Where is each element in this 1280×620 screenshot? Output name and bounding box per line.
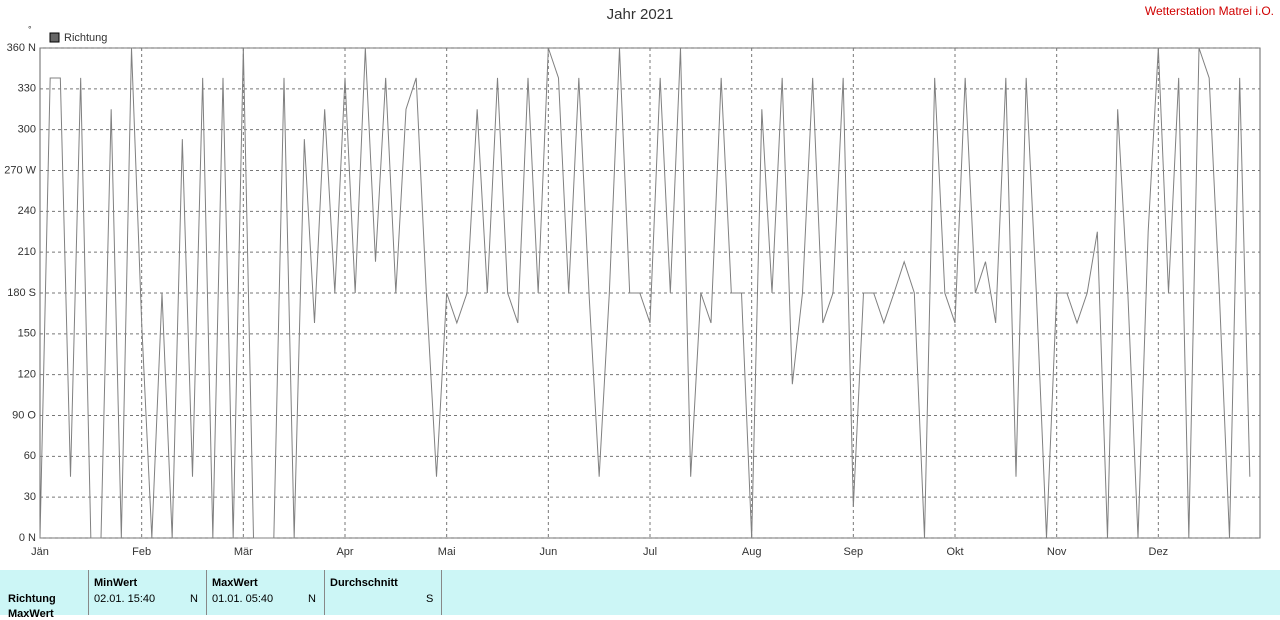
cell: 01.01. 05:40 (212, 593, 274, 605)
cell: N (190, 593, 198, 605)
x-tick-label: Aug (742, 546, 762, 558)
row-label: MaxWert (8, 608, 54, 620)
y-tick-label: 360 N (7, 42, 36, 54)
cell: N (308, 593, 316, 605)
separator (206, 570, 207, 615)
separator (441, 570, 442, 615)
y-tick-label: 60 (24, 450, 36, 462)
station-name: Wetterstation Matrei i.O. (1145, 4, 1274, 18)
chart-title: Jahr 2021 (607, 6, 674, 23)
y-tick-label: 90 O (12, 409, 36, 421)
y-tick-label: 210 (18, 246, 36, 258)
separator (88, 570, 89, 615)
cell: 02.01. 15:40 (94, 593, 156, 605)
chart: Jahr 2021 Wetterstation Matrei i.O. ° Ri… (4, 4, 1274, 558)
y-tick-label: 330 (18, 83, 36, 95)
legend-label: Richtung (64, 32, 107, 44)
separator (324, 570, 325, 615)
col-header: MaxWert (212, 577, 258, 589)
data-line (39, 47, 1251, 539)
x-tick-label: Apr (336, 546, 353, 558)
y-tick-label: 150 (18, 328, 36, 340)
stats-table: Richtung MaxWert MinWert 02.01. 15:40 N … (0, 570, 1280, 620)
x-tick-label: Feb (132, 546, 151, 558)
col-header: MinWert (94, 577, 138, 589)
x-tick-label: Dez (1149, 546, 1169, 558)
y-tick-label: 30 (24, 491, 36, 503)
x-tick-label: Jul (643, 546, 657, 558)
y-tick-label: 0 N (19, 532, 36, 544)
x-tick-label: Nov (1047, 546, 1067, 558)
cell: S (426, 593, 434, 605)
x-tick-label: Okt (946, 546, 963, 558)
y-tick-label: 240 (18, 205, 36, 217)
y-tick-label: 120 (18, 369, 36, 381)
x-tick-label: Jän (31, 546, 49, 558)
x-tick-label: Mai (438, 546, 456, 558)
legend-swatch (49, 32, 60, 43)
x-tick-label: Sep (844, 546, 864, 558)
col-header: Durchschnitt (330, 577, 398, 589)
y-tick-label: 180 S (7, 287, 36, 299)
row-label: Richtung (8, 593, 56, 605)
y-tick-label: 270 W (4, 164, 36, 176)
y-tick-label: 300 (18, 124, 36, 136)
x-tick-label: Mär (234, 546, 253, 558)
y-unit: ° (28, 24, 32, 34)
x-tick-label: Jun (539, 546, 557, 558)
